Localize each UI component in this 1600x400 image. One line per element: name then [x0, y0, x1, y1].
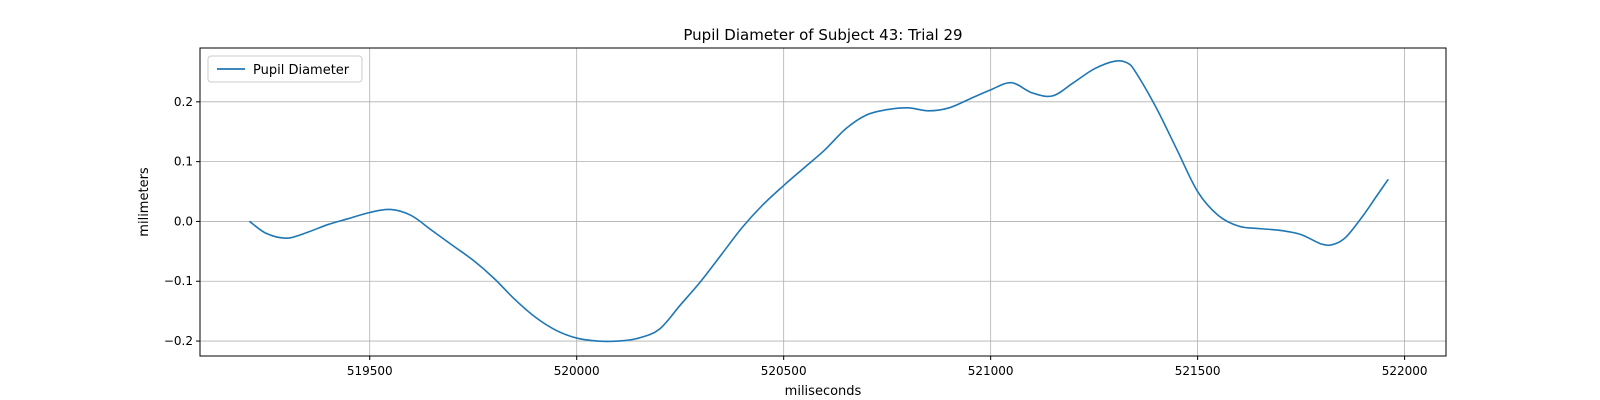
data-point	[927, 110, 930, 112]
data-point	[907, 107, 909, 109]
x-tick-label: 519500	[347, 364, 393, 378]
y-tick-label: 0.1	[174, 155, 193, 169]
data-point	[534, 316, 536, 318]
data-point	[1217, 214, 1219, 217]
data-point	[1333, 243, 1335, 245]
data-point	[369, 211, 371, 214]
data-point	[348, 217, 350, 220]
data-point	[1052, 95, 1054, 97]
data-point	[741, 226, 743, 229]
data-point	[410, 214, 412, 217]
data-point	[472, 259, 474, 261]
data-point	[700, 280, 702, 282]
x-tick-label: 521000	[968, 364, 1014, 378]
data-point	[286, 237, 288, 239]
data-point	[865, 114, 868, 116]
data-point	[1197, 190, 1199, 193]
data-point	[1321, 243, 1323, 245]
data-point	[265, 232, 267, 234]
data-point	[431, 229, 433, 232]
data-point	[514, 298, 516, 300]
data-point	[307, 231, 309, 233]
x-tick-label: 521500	[1175, 364, 1221, 378]
chart-title: Pupil Diameter of Subject 43: Trial 29	[683, 26, 962, 44]
data-point	[1279, 229, 1282, 232]
legend-box	[207, 55, 363, 83]
data-point	[783, 184, 785, 187]
x-tick-label: 522000	[1382, 364, 1428, 378]
data-point	[1093, 68, 1095, 70]
data-point	[1072, 82, 1075, 84]
data-point	[1362, 214, 1364, 217]
series-group	[249, 59, 1389, 343]
data-point	[451, 244, 454, 246]
data-point	[1010, 82, 1012, 84]
data-point	[617, 340, 619, 342]
data-point	[845, 128, 847, 130]
x-axis-label: miliseconds	[785, 384, 862, 399]
data-point	[658, 328, 661, 330]
data-point	[1126, 62, 1128, 64]
data-point	[327, 223, 329, 226]
x-tick-label: 520000	[554, 364, 600, 378]
data-point	[1259, 228, 1261, 230]
data-point	[969, 98, 971, 100]
plot-frame	[199, 47, 1447, 357]
y-tick-label: 0.0	[174, 214, 193, 228]
data-point	[1114, 60, 1116, 62]
data-point	[1031, 92, 1033, 94]
data-point	[679, 304, 681, 306]
data-point	[596, 340, 599, 342]
data-point	[990, 89, 992, 91]
data-point	[1134, 71, 1137, 73]
data-point	[1300, 233, 1302, 236]
data-point	[576, 337, 578, 339]
data-point	[720, 253, 723, 255]
x-tick-label: 520500	[761, 364, 807, 378]
data-point	[1155, 107, 1157, 109]
grid-lines	[200, 48, 1446, 356]
data-point	[1238, 225, 1240, 227]
data-point	[886, 109, 888, 111]
y-tick-label: −0.2	[164, 334, 193, 348]
y-axis-label: milimeters	[137, 167, 152, 237]
data-point	[493, 277, 495, 279]
y-tick-label: 0.2	[174, 95, 193, 109]
data-point	[948, 107, 950, 109]
data-point	[1176, 149, 1178, 151]
data-point	[824, 149, 826, 151]
data-point	[249, 220, 251, 223]
data-point	[555, 329, 557, 331]
legend-label: Pupil Diameter	[253, 63, 350, 78]
data-point	[389, 208, 392, 211]
data-point	[762, 204, 764, 206]
data-point	[1375, 196, 1377, 199]
data-point	[1346, 235, 1348, 237]
data-point	[803, 167, 805, 169]
legend: Pupil Diameter	[207, 55, 363, 83]
data-point	[1387, 178, 1389, 181]
axis-ticks: 519500 520000 520500 521000 521500 522000 −0.2…	[164, 95, 1428, 378]
y-tick-label: −0.1	[164, 274, 193, 288]
data-point	[638, 337, 640, 339]
